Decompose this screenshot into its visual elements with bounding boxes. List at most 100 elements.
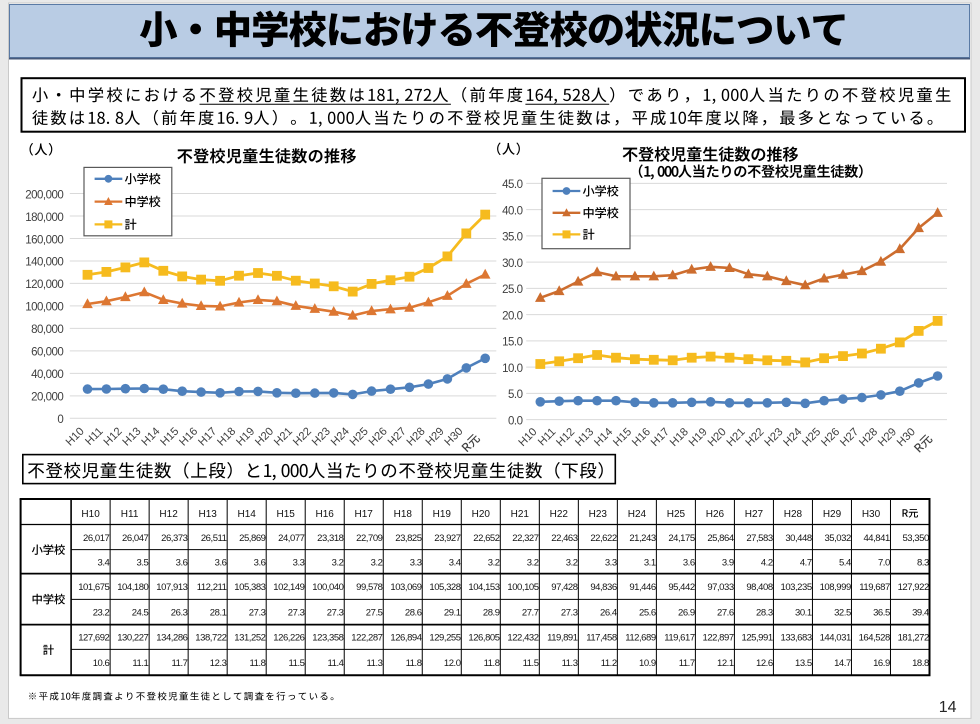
svg-text:30.1: 30.1 — [795, 608, 812, 619]
svg-text:22,652: 22,652 — [473, 533, 500, 544]
svg-text:7.0: 7.0 — [878, 557, 890, 568]
svg-text:123,358: 123,358 — [312, 633, 343, 644]
svg-text:11.8: 11.8 — [406, 658, 422, 669]
svg-text:11.1: 11.1 — [132, 658, 148, 669]
svg-text:11.4: 11.4 — [328, 658, 344, 669]
svg-text:11.7: 11.7 — [679, 658, 695, 669]
svg-text:27.3: 27.3 — [561, 608, 578, 619]
svg-text:16.9: 16.9 — [873, 658, 890, 669]
svg-text:100,040: 100,040 — [312, 582, 343, 593]
svg-text:103,069: 103,069 — [390, 582, 421, 593]
svg-text:95,442: 95,442 — [668, 582, 695, 593]
svg-text:H11: H11 — [121, 509, 139, 520]
svg-text:11.8: 11.8 — [484, 658, 500, 669]
svg-text:11.7: 11.7 — [172, 658, 188, 669]
svg-text:4.7: 4.7 — [800, 557, 812, 568]
svg-text:12.6: 12.6 — [756, 658, 773, 669]
svg-text:25.6: 25.6 — [639, 608, 656, 619]
svg-text:119,617: 119,617 — [664, 633, 695, 644]
svg-text:H29: H29 — [823, 509, 842, 520]
svg-text:28.9: 28.9 — [483, 608, 500, 619]
svg-text:18.8: 18.8 — [912, 658, 929, 669]
svg-text:3.6: 3.6 — [254, 557, 266, 568]
svg-text:13.5: 13.5 — [795, 658, 812, 669]
svg-text:138,722: 138,722 — [195, 633, 226, 644]
svg-text:8.3: 8.3 — [917, 557, 929, 568]
svg-text:160,000: 160,000 — [25, 234, 63, 246]
svg-text:11.8: 11.8 — [250, 658, 266, 669]
svg-text:131,252: 131,252 — [234, 633, 265, 644]
svg-text:126,894: 126,894 — [390, 633, 421, 644]
svg-text:26.9: 26.9 — [678, 608, 695, 619]
svg-text:12.3: 12.3 — [210, 658, 227, 669]
svg-text:H15: H15 — [277, 509, 296, 520]
svg-text:3.6: 3.6 — [176, 557, 188, 568]
svg-text:H19: H19 — [433, 509, 452, 520]
svg-text:35,032: 35,032 — [824, 533, 851, 544]
svg-text:119,687: 119,687 — [859, 582, 890, 593]
svg-text:45.0: 45.0 — [502, 179, 522, 191]
svg-text:3.2: 3.2 — [488, 557, 500, 568]
svg-text:126,805: 126,805 — [468, 633, 499, 644]
svg-text:35.0: 35.0 — [502, 232, 522, 244]
svg-text:3.6: 3.6 — [683, 557, 695, 568]
svg-text:24,077: 24,077 — [278, 533, 305, 544]
svg-text:H14: H14 — [238, 509, 257, 520]
svg-text:3.5: 3.5 — [137, 557, 149, 568]
svg-text:26,017: 26,017 — [83, 533, 110, 544]
svg-text:119,891: 119,891 — [547, 633, 578, 644]
svg-text:11.2: 11.2 — [601, 658, 617, 669]
svg-text:105,383: 105,383 — [234, 582, 265, 593]
svg-text:112,689: 112,689 — [625, 633, 656, 644]
svg-text:32.5: 32.5 — [834, 608, 851, 619]
svg-text:3.4: 3.4 — [449, 557, 461, 568]
svg-text:100,105: 100,105 — [507, 582, 538, 593]
svg-text:25,869: 25,869 — [239, 533, 266, 544]
svg-text:27.3: 27.3 — [327, 608, 344, 619]
svg-text:53,350: 53,350 — [902, 533, 929, 544]
svg-text:10.9: 10.9 — [639, 658, 656, 669]
svg-text:11.5: 11.5 — [523, 658, 539, 669]
svg-text:23.2: 23.2 — [93, 608, 110, 619]
svg-text:5.4: 5.4 — [839, 557, 851, 568]
svg-text:27.3: 27.3 — [288, 608, 305, 619]
svg-text:3.3: 3.3 — [293, 557, 305, 568]
svg-text:99,578: 99,578 — [356, 582, 383, 593]
svg-text:27.5: 27.5 — [366, 608, 383, 619]
svg-text:25.0: 25.0 — [502, 284, 522, 296]
svg-text:98,408: 98,408 — [746, 582, 773, 593]
svg-text:14.7: 14.7 — [834, 658, 851, 669]
svg-text:40,000: 40,000 — [31, 369, 63, 381]
svg-text:103,235: 103,235 — [780, 582, 811, 593]
svg-text:H16: H16 — [316, 509, 335, 520]
svg-text:4.2: 4.2 — [761, 557, 773, 568]
svg-text:H26: H26 — [706, 509, 725, 520]
svg-text:3.3: 3.3 — [410, 557, 422, 568]
svg-text:23,825: 23,825 — [395, 533, 422, 544]
svg-text:129,255: 129,255 — [429, 633, 460, 644]
svg-text:104,180: 104,180 — [117, 582, 148, 593]
svg-text:10.6: 10.6 — [93, 658, 110, 669]
svg-text:H10: H10 — [81, 509, 100, 520]
svg-text:108,999: 108,999 — [820, 582, 851, 593]
svg-text:127,692: 127,692 — [78, 633, 109, 644]
svg-text:26,373: 26,373 — [161, 533, 188, 544]
svg-text:97,428: 97,428 — [551, 582, 578, 593]
svg-text:26.3: 26.3 — [171, 608, 188, 619]
svg-text:134,286: 134,286 — [156, 633, 187, 644]
svg-text:21,243: 21,243 — [629, 533, 656, 544]
svg-text:44,841: 44,841 — [863, 533, 890, 544]
svg-text:22,463: 22,463 — [551, 533, 578, 544]
svg-text:0.0: 0.0 — [508, 415, 523, 427]
svg-text:H20: H20 — [472, 509, 491, 520]
svg-text:91,446: 91,446 — [629, 582, 656, 593]
svg-text:11.5: 11.5 — [289, 658, 305, 669]
svg-text:40.0: 40.0 — [502, 205, 522, 217]
svg-text:5.0: 5.0 — [508, 389, 523, 401]
svg-text:3.2: 3.2 — [527, 557, 539, 568]
svg-text:94,836: 94,836 — [590, 582, 617, 593]
svg-text:101,675: 101,675 — [78, 582, 109, 593]
svg-text:23,318: 23,318 — [317, 533, 344, 544]
svg-text:104,153: 104,153 — [468, 582, 499, 593]
svg-text:3.1: 3.1 — [644, 557, 656, 568]
